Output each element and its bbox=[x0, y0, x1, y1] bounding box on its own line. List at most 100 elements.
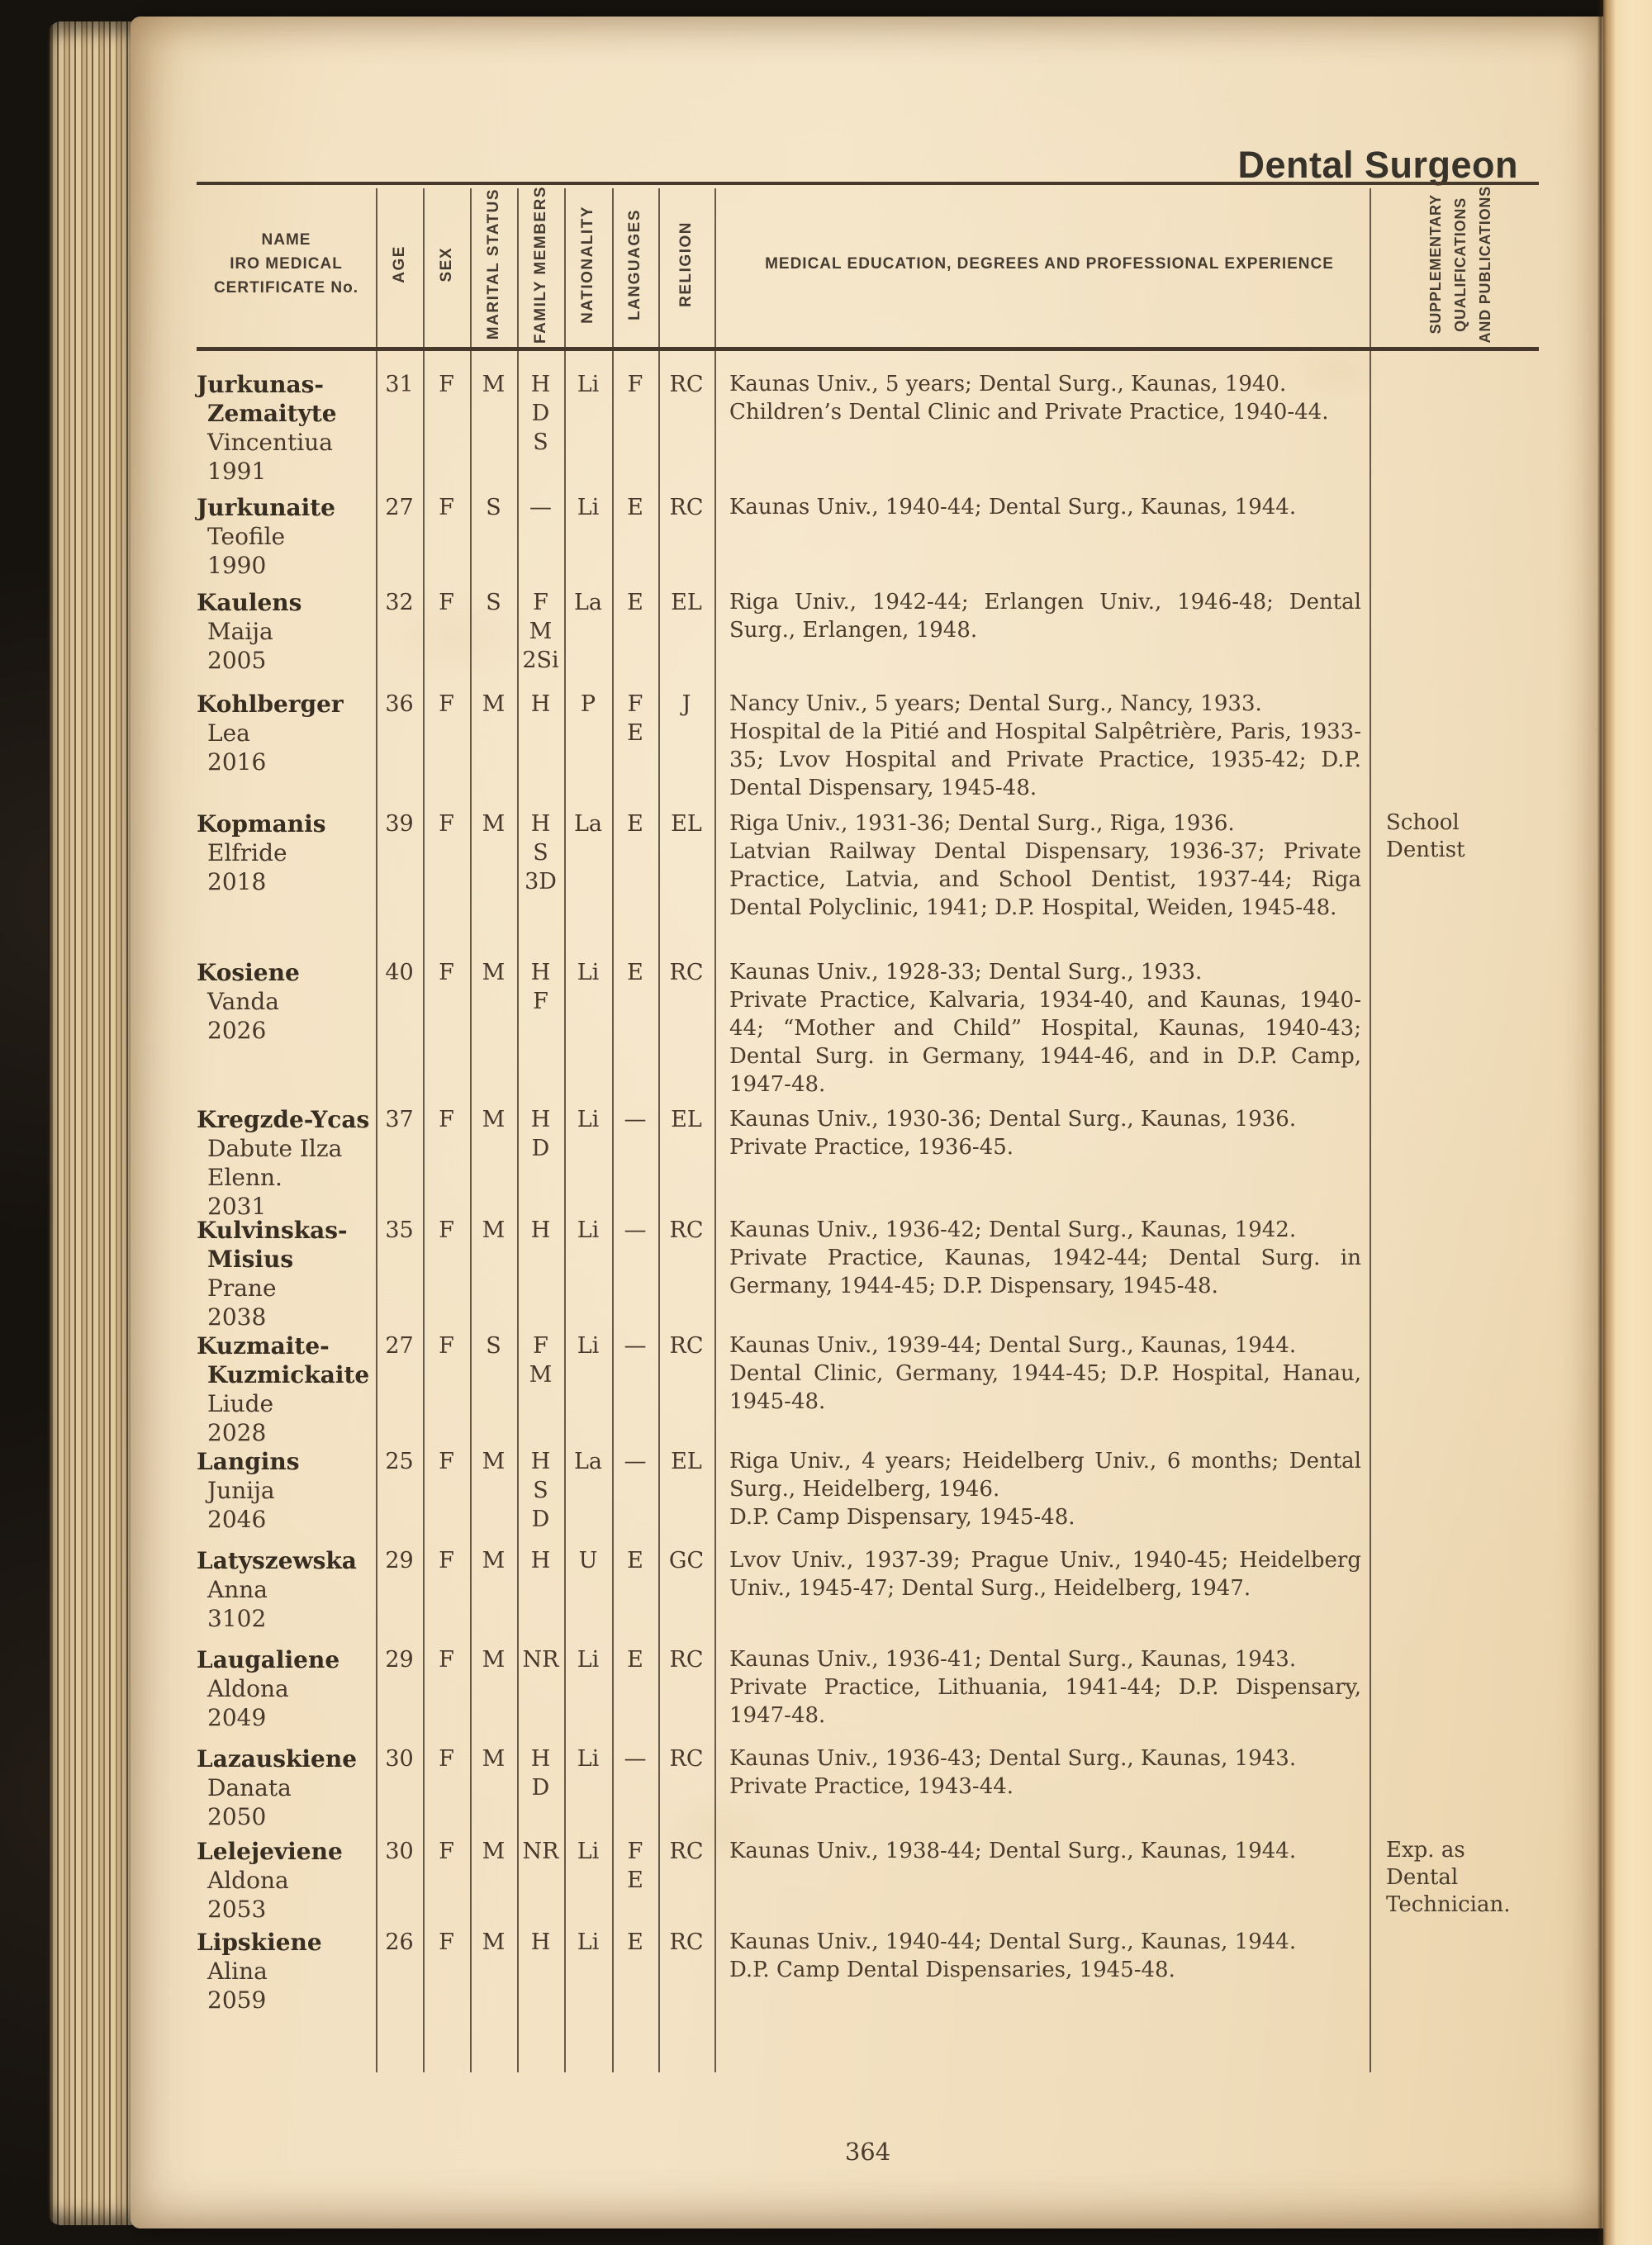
column-divider bbox=[376, 188, 377, 2072]
nationality-value: Li bbox=[577, 372, 600, 397]
family-members-value: H bbox=[530, 691, 551, 717]
languages-value: E bbox=[627, 495, 643, 520]
nationality-value: Li bbox=[577, 1929, 600, 1955]
family-members-value: S bbox=[533, 430, 548, 455]
marital-status-value: S bbox=[486, 495, 501, 520]
age-value: 25 bbox=[385, 1449, 414, 1474]
next-page-edge bbox=[1603, 0, 1652, 2245]
column-divider bbox=[1370, 188, 1371, 2072]
religion-value: EL bbox=[671, 590, 702, 615]
sex-value: F bbox=[439, 691, 454, 717]
family-members-value: F bbox=[533, 590, 548, 615]
family-members-cell: H bbox=[517, 1216, 564, 1245]
sex-value: F bbox=[439, 811, 454, 837]
column-divider bbox=[714, 188, 716, 2072]
nationality-cell: Li bbox=[564, 370, 612, 399]
surname-line: Lazauskiene bbox=[197, 1745, 358, 1773]
religion-cell: EL bbox=[658, 588, 714, 617]
header-religion-label: RELIGION bbox=[677, 221, 695, 307]
sex-value: F bbox=[439, 495, 454, 520]
sex-cell: F bbox=[423, 1447, 470, 1476]
family-members-value: D bbox=[531, 401, 550, 426]
nationality-value: Li bbox=[577, 960, 600, 985]
sex-value: F bbox=[439, 1839, 454, 1864]
languages-value: — bbox=[624, 1107, 647, 1132]
name-cell: Latyszewska Anna 3102 bbox=[197, 1546, 375, 1633]
languages-value: E bbox=[627, 1548, 643, 1573]
languages-value: E bbox=[627, 1929, 643, 1955]
supplementary-line: Technician. bbox=[1386, 1892, 1511, 1917]
religion-cell: RC bbox=[658, 370, 714, 399]
nationality-value: La bbox=[573, 590, 603, 615]
page-title: Dental Surgeon bbox=[1237, 144, 1518, 187]
certificate-number: 2053 bbox=[207, 1896, 267, 1923]
supplementary-line: Dentist bbox=[1386, 838, 1465, 862]
name-cell: Laugaliene Aldona 2049 bbox=[197, 1645, 375, 1732]
languages-cell: — bbox=[612, 1744, 658, 1773]
religion-value: EL bbox=[671, 1449, 702, 1474]
nationality-value: Li bbox=[577, 1647, 600, 1673]
marital-status-cell: M bbox=[470, 1645, 517, 1674]
name-cell: Kohlberger Lea 2016 bbox=[197, 690, 375, 776]
column-divider bbox=[612, 188, 614, 2072]
family-members-value: S bbox=[533, 840, 548, 866]
education-cell: Kaunas Univ., 1938-44; Dental Surg., Kau… bbox=[729, 1837, 1361, 1865]
nationality-value: Li bbox=[577, 1746, 600, 1772]
languages-value: F bbox=[627, 372, 643, 397]
family-members-value: H bbox=[530, 1449, 551, 1474]
religion-value: RC bbox=[669, 1746, 704, 1772]
languages-cell: E bbox=[612, 588, 658, 617]
religion-value: RC bbox=[669, 1217, 704, 1243]
age-value: 29 bbox=[385, 1548, 414, 1573]
family-members-value: H bbox=[530, 372, 551, 397]
languages-cell: — bbox=[612, 1447, 658, 1476]
family-members-cell: H bbox=[517, 1928, 564, 1957]
age-cell: 31 bbox=[376, 370, 423, 399]
education-paragraph: Kaunas Univ., 1940-44; Dental Surg., Kau… bbox=[729, 1929, 1297, 1954]
education-paragraph: Hospital de la Pitié and Hospital Salpêt… bbox=[729, 719, 1361, 800]
nationality-value: Li bbox=[577, 1839, 600, 1864]
languages-cell: E bbox=[612, 809, 658, 838]
marital-status-value: M bbox=[482, 1647, 506, 1673]
sex-value: F bbox=[439, 1333, 454, 1359]
nationality-value: Li bbox=[577, 1107, 600, 1132]
surname-line: Kulvinskas- bbox=[197, 1217, 348, 1244]
age-value: 30 bbox=[385, 1839, 414, 1864]
marital-status-value: M bbox=[482, 1217, 506, 1243]
surname-line: Jurkunaite bbox=[197, 494, 335, 521]
education-paragraph: Private Practice, 1943-44. bbox=[729, 1774, 1014, 1799]
surname-line: Kopmanis bbox=[197, 810, 326, 838]
family-members-value: M bbox=[529, 619, 553, 644]
name-cell: Kulvinskas- Misius Prane 2038 bbox=[197, 1216, 375, 1331]
sex-value: F bbox=[439, 1548, 454, 1573]
page-number: 364 bbox=[844, 2138, 891, 2166]
education-cell: Kaunas Univ., 1936-42; Dental Surg., Kau… bbox=[729, 1216, 1361, 1300]
supplementary-line: Exp. as Dental bbox=[1386, 1838, 1465, 1890]
surname-line: Laugaliene bbox=[197, 1646, 340, 1673]
education-paragraph: Kaunas Univ., 1936-42; Dental Surg., Kau… bbox=[729, 1217, 1297, 1242]
sex-value: F bbox=[439, 960, 454, 985]
sex-cell: F bbox=[423, 1216, 470, 1245]
surname-line: Kuzmaite- bbox=[197, 1332, 330, 1360]
table-top-rule bbox=[197, 182, 1539, 185]
nationality-cell: Li bbox=[564, 1744, 612, 1773]
sex-value: F bbox=[439, 372, 454, 397]
sex-cell: F bbox=[423, 1928, 470, 1957]
marital-status-cell: M bbox=[470, 1546, 517, 1575]
religion-cell: RC bbox=[658, 958, 714, 987]
name-cell: Jurkunaite Teofile 1990 bbox=[197, 493, 375, 580]
languages-value: E bbox=[627, 590, 643, 615]
languages-value: E bbox=[627, 720, 643, 746]
given-name-line: Alina bbox=[207, 1958, 268, 1985]
religion-value: EL bbox=[671, 811, 702, 837]
education-paragraph: Dental Clinic, Germany, 1944-45; D.P. Ho… bbox=[729, 1361, 1361, 1414]
family-members-cell: F M 2Si bbox=[517, 588, 564, 675]
religion-value: RC bbox=[669, 960, 704, 985]
supplementary-line: School bbox=[1386, 810, 1460, 835]
marital-status-cell: M bbox=[470, 809, 517, 838]
header-sex-label: SEX bbox=[437, 246, 455, 282]
